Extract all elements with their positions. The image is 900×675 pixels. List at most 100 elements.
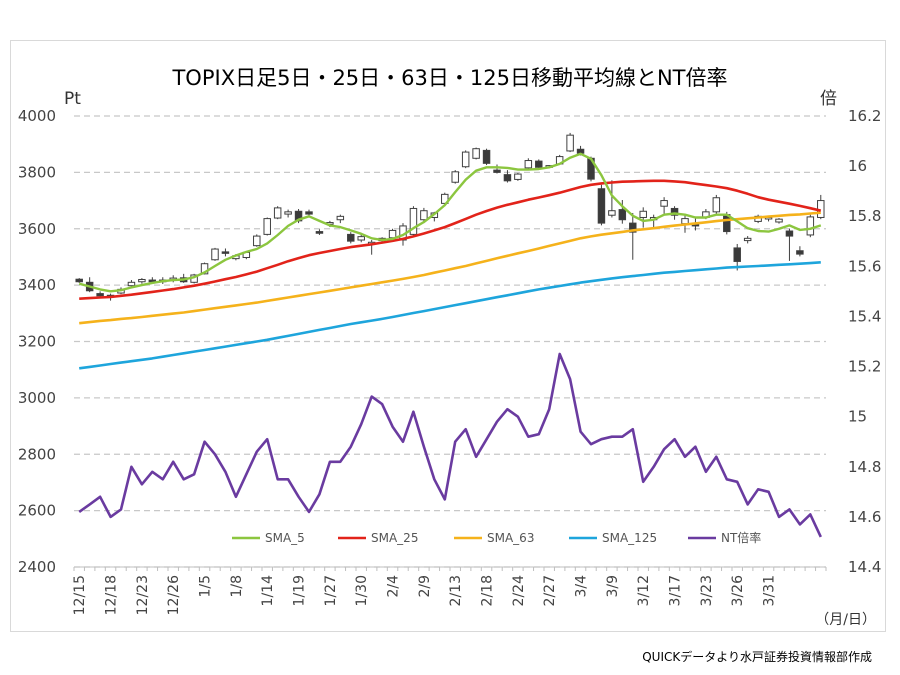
y-right-tick-label: 15.2 bbox=[848, 358, 881, 376]
x-tick-label: 3/17 bbox=[668, 575, 684, 606]
candle-body bbox=[670, 207, 679, 216]
candle-body bbox=[461, 151, 470, 168]
y-right-tick-label: 15 bbox=[848, 408, 867, 426]
candle-body bbox=[712, 197, 721, 213]
candle-body bbox=[524, 160, 533, 169]
series-line-SMA_5 bbox=[78, 152, 822, 293]
candle-body bbox=[493, 169, 501, 173]
axis-labels: 4000 3800 3600 3400 3200 3000 2800 2600 2400 16.2… bbox=[18, 107, 882, 615]
x-tick-label: 1/19 bbox=[292, 575, 308, 606]
y-left-unit: Pt bbox=[64, 89, 81, 109]
candle-body bbox=[660, 200, 668, 207]
candle-body bbox=[388, 229, 397, 239]
candle-body bbox=[743, 237, 752, 242]
x-tick-label: 12/15 bbox=[72, 575, 88, 615]
y-left-tick-label: 2800 bbox=[18, 445, 56, 463]
candle-body bbox=[514, 173, 522, 180]
y-left-tick-label: 3800 bbox=[18, 163, 56, 181]
candle-body bbox=[597, 188, 606, 224]
y-right-tick-label: 16 bbox=[848, 157, 867, 175]
candle-body bbox=[420, 210, 428, 221]
x-axis-unit: （月/日） bbox=[815, 612, 876, 628]
y-left-tick-label: 2600 bbox=[18, 502, 56, 520]
y-left-tick-label: 3600 bbox=[18, 220, 56, 238]
series-line-SMA_125 bbox=[79, 261, 821, 370]
x-tick-label: 12/23 bbox=[135, 575, 151, 615]
candle-body bbox=[566, 134, 574, 152]
y-right-tick-label: 15.8 bbox=[848, 207, 881, 225]
y-left-tick-label: 3400 bbox=[18, 276, 56, 294]
legend-label: SMA_25 bbox=[371, 531, 418, 545]
candle-body bbox=[347, 233, 355, 242]
x-tick-label: 12/26 bbox=[166, 575, 182, 615]
candle-body bbox=[409, 207, 418, 235]
x-tick-label: 3/31 bbox=[762, 575, 778, 606]
source-footnote: QUICKデータより水戸証券投資情報部作成 bbox=[642, 649, 872, 664]
candle-body bbox=[785, 230, 794, 237]
candle-body bbox=[211, 248, 219, 261]
candle-body bbox=[618, 209, 627, 221]
candle-body bbox=[357, 236, 365, 241]
candle-body bbox=[253, 235, 261, 247]
candle-body bbox=[96, 293, 104, 297]
x-tick-label: 3/12 bbox=[636, 575, 652, 606]
candle-body bbox=[138, 278, 146, 283]
x-tick-label: 2/13 bbox=[448, 575, 464, 606]
y-left-tick-label: 2400 bbox=[18, 558, 56, 576]
chart-title: TOPIX日足5日・25日・63日・125日移動平均線とNT倍率 bbox=[171, 66, 727, 90]
y-left-tick-label: 3200 bbox=[18, 333, 56, 351]
y-right-tick-label: 16.2 bbox=[848, 107, 881, 125]
legend-label: SMA_125 bbox=[602, 531, 657, 545]
legend-label: NT倍率 bbox=[721, 530, 761, 545]
candle-body bbox=[451, 171, 459, 183]
x-tick-label: 3/4 bbox=[574, 575, 590, 598]
candle-body bbox=[336, 215, 345, 221]
candle-body bbox=[75, 278, 83, 283]
candlestick-series bbox=[75, 132, 825, 301]
y-left-tick-label: 4000 bbox=[18, 107, 56, 125]
y-right-tick-label: 14.8 bbox=[848, 458, 881, 476]
grid-lines bbox=[74, 115, 826, 568]
candle-body bbox=[503, 174, 512, 182]
x-tick-label: 2/24 bbox=[511, 575, 527, 607]
x-tick-label: 1/27 bbox=[323, 575, 339, 606]
x-tick-label: 3/23 bbox=[699, 575, 715, 606]
x-tick-label: 2/27 bbox=[542, 575, 558, 606]
x-tick-label: 2/18 bbox=[480, 575, 496, 606]
legend: SMA_5 SMA_25 SMA_63 SMA_125 NT倍率 bbox=[232, 530, 761, 545]
candle-body bbox=[482, 149, 491, 164]
y-left-tick-label: 3000 bbox=[18, 389, 56, 407]
candle-body bbox=[535, 160, 543, 168]
candle-body bbox=[127, 281, 136, 287]
y-right-tick-label: 15.4 bbox=[848, 307, 881, 325]
x-tick-label: 2/9 bbox=[417, 575, 433, 598]
y-right-tick-label: 15.6 bbox=[848, 257, 881, 275]
candle-body bbox=[472, 148, 480, 159]
candle-body bbox=[263, 218, 271, 235]
x-tick-label: 2/4 bbox=[386, 575, 402, 598]
x-tick-label: 12/18 bbox=[104, 575, 120, 615]
candle-body bbox=[200, 263, 209, 275]
y-right-unit: 倍 bbox=[820, 89, 837, 109]
x-tick-label: 1/8 bbox=[229, 575, 245, 598]
x-tick-label: 1/30 bbox=[354, 575, 370, 606]
candle-body bbox=[629, 222, 637, 233]
moving-average-lines bbox=[78, 152, 822, 538]
y-right-tick-label: 14.6 bbox=[848, 508, 881, 526]
candle-body bbox=[806, 216, 815, 236]
x-tick-label: 1/5 bbox=[198, 575, 214, 598]
candle-body bbox=[681, 218, 689, 225]
series-line-NT倍率 bbox=[78, 352, 822, 538]
series-line-SMA_63 bbox=[79, 211, 821, 325]
candle-body bbox=[221, 251, 230, 254]
candle-body bbox=[608, 210, 616, 216]
series-line-SMA_25 bbox=[79, 179, 822, 300]
y-right-tick-label: 14.4 bbox=[848, 558, 881, 576]
candle-body bbox=[315, 231, 324, 234]
candle-body bbox=[273, 207, 282, 219]
candle-body bbox=[305, 211, 313, 215]
candle-body bbox=[733, 247, 741, 262]
candle-body bbox=[775, 218, 783, 223]
candle-body bbox=[284, 211, 292, 215]
